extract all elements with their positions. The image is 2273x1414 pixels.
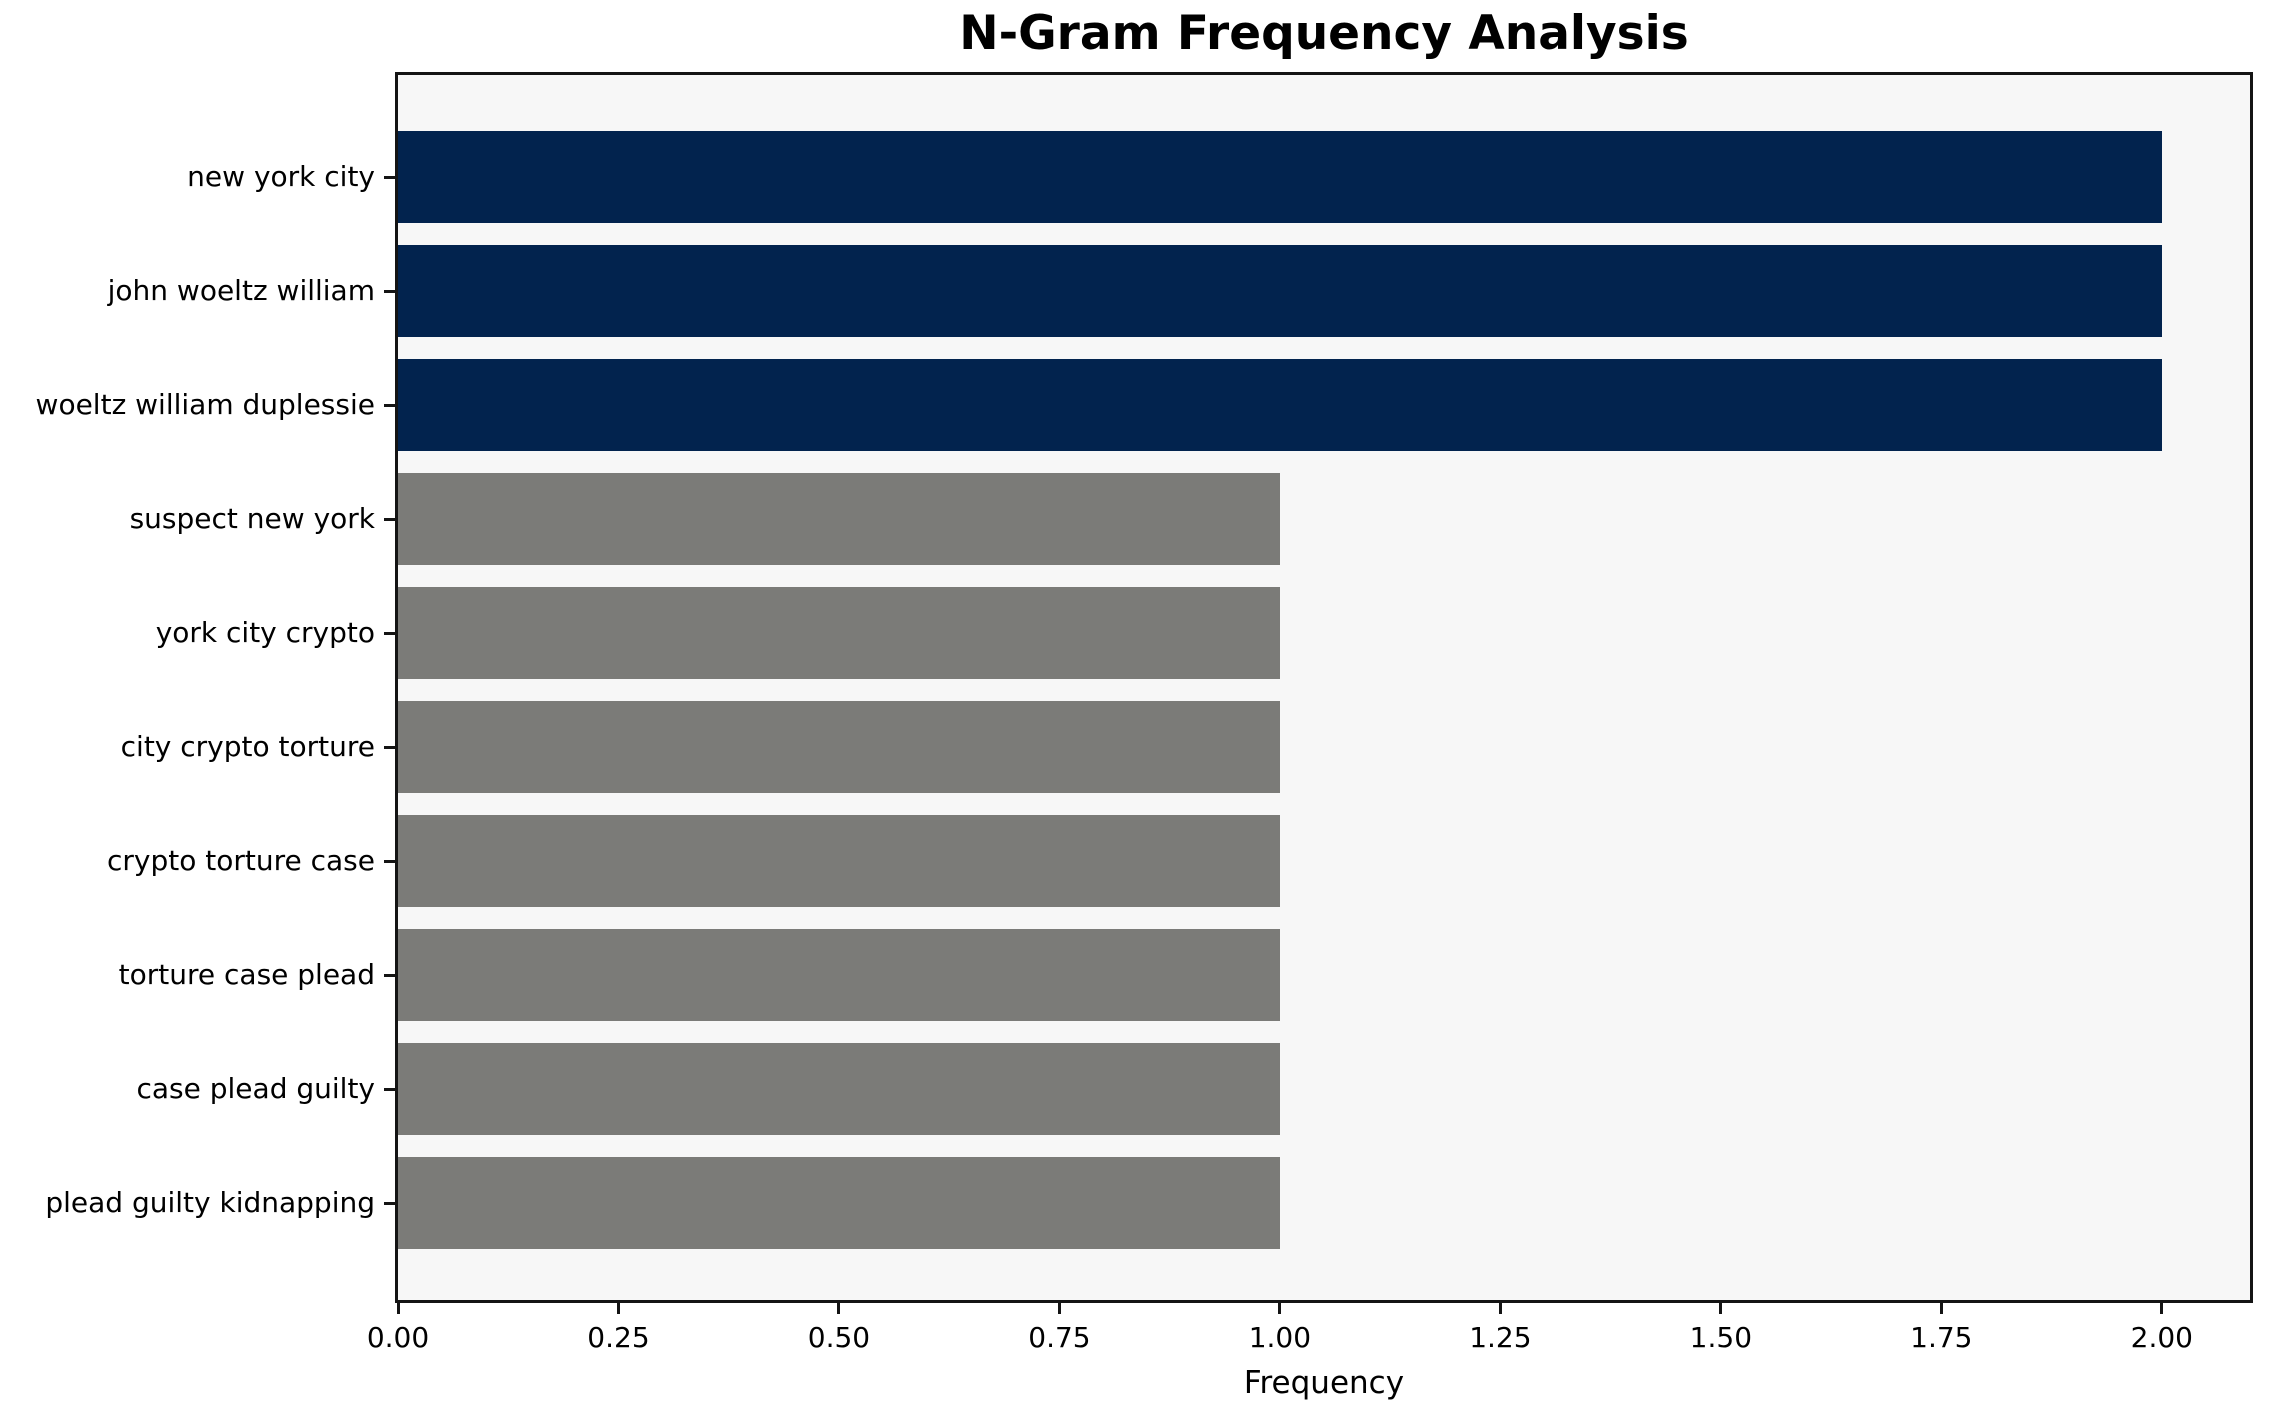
bar-plead-guilty-kidnapping	[398, 1157, 1280, 1249]
y-tick-mark	[384, 1201, 395, 1205]
y-tick-mark	[384, 631, 395, 635]
y-tick-label: john woeltz william	[107, 273, 375, 307]
y-tick-mark	[384, 859, 395, 863]
x-tick-mark	[2160, 1303, 2164, 1314]
bar-case-plead-guilty	[398, 1043, 1280, 1135]
y-tick-label: woeltz william duplessie	[35, 387, 375, 421]
x-tick-mark	[1057, 1303, 1061, 1314]
y-tick-label: york city crypto	[155, 615, 375, 649]
y-tick-mark	[384, 745, 395, 749]
bar-suspect-new-york	[398, 473, 1280, 565]
y-tick-mark	[384, 1087, 395, 1091]
x-tick-mark	[396, 1303, 400, 1314]
y-tick-mark	[384, 973, 395, 977]
bar-new-york-city	[398, 131, 2162, 223]
x-tick-label: 0.50	[807, 1321, 871, 1354]
y-tick-label: crypto torture case	[107, 843, 375, 877]
x-tick-mark	[837, 1303, 841, 1314]
chart-title: N-Gram Frequency Analysis	[959, 6, 1689, 61]
x-tick-label: 2.00	[2130, 1321, 2193, 1354]
bar-john-woeltz-william	[398, 245, 2162, 337]
x-tick-mark	[1278, 1303, 1282, 1314]
y-tick-label: plead guilty kidnapping	[45, 1185, 375, 1219]
y-tick-label: case plead guilty	[136, 1071, 375, 1105]
x-tick-label: 1.25	[1469, 1321, 1532, 1354]
x-tick-label: 1.50	[1689, 1321, 1753, 1354]
bar-crypto-torture-case	[398, 815, 1280, 907]
y-tick-label: city crypto torture	[120, 729, 375, 763]
y-tick-label: suspect new york	[129, 501, 375, 535]
x-tick-label: 0.75	[1028, 1321, 1091, 1354]
x-tick-mark	[1719, 1303, 1723, 1314]
bar-city-crypto-torture	[398, 701, 1280, 793]
bar-woeltz-william-duplessie	[398, 359, 2162, 451]
x-tick-mark	[1498, 1303, 1502, 1314]
x-axis-title: Frequency	[1243, 1365, 1405, 1401]
y-tick-mark	[384, 517, 395, 521]
x-tick-mark	[616, 1303, 620, 1314]
bar-york-city-crypto	[398, 587, 1280, 679]
bar-torture-case-plead	[398, 929, 1280, 1021]
x-tick-label: 0.00	[366, 1321, 430, 1354]
y-tick-mark	[384, 403, 395, 407]
x-tick-mark	[1939, 1303, 1943, 1314]
x-tick-label: 1.00	[1248, 1321, 1312, 1354]
x-tick-label: 0.25	[587, 1321, 650, 1354]
y-tick-label: new york city	[187, 159, 375, 193]
y-tick-label: torture case plead	[118, 957, 375, 991]
y-tick-mark	[384, 175, 395, 179]
x-tick-label: 1.75	[1910, 1321, 1973, 1354]
y-tick-mark	[384, 289, 395, 293]
